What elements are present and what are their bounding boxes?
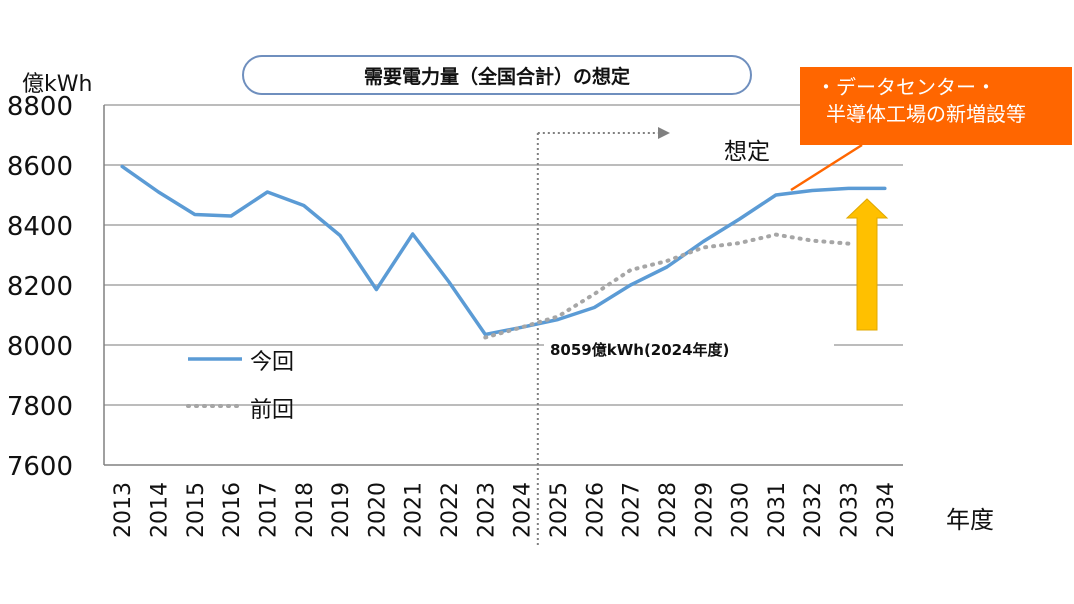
y-tick-label-8400: 8400 — [7, 212, 73, 242]
y-tick-label-7600: 7600 — [7, 452, 73, 482]
annotation-line-1: ・データセンター・ — [816, 75, 996, 99]
callout-2024: 8059億kWh(2024年度) — [544, 335, 834, 365]
chart-title: 需要電力量（全国合計）の想定 — [242, 55, 752, 95]
y-axis-unit: 億kWh — [22, 72, 93, 97]
x-tick-label-2026: 2026 — [583, 482, 608, 538]
x-tick-label-2032: 2032 — [801, 482, 826, 538]
x-tick-label-2019: 2019 — [329, 482, 354, 538]
x-tick-label-2021: 2021 — [402, 482, 427, 538]
x-tick-label-2020: 2020 — [365, 482, 390, 538]
annotation-box: ・データセンター・ 半導体工場の新増設等 — [800, 67, 1072, 145]
annotation-connector — [790, 143, 863, 192]
x-tick-label-2031: 2031 — [765, 482, 790, 538]
x-tick-label-2013: 2013 — [111, 482, 136, 538]
x-tick-label-2014: 2014 — [147, 482, 172, 538]
x-tick-label-2018: 2018 — [293, 482, 318, 538]
increase-arrow — [845, 198, 889, 331]
x-tick-label-2029: 2029 — [692, 482, 717, 538]
x-tick-label-2017: 2017 — [256, 482, 281, 538]
forecast-label: 想定 — [724, 139, 770, 165]
series-line-current — [120, 164, 887, 337]
x-tick-label-2030: 2030 — [729, 482, 754, 538]
y-tick-label-8200: 8200 — [7, 272, 73, 302]
y-tick-label-7800: 7800 — [7, 392, 73, 422]
forecast-arrow-head — [658, 127, 670, 139]
series-line-previous — [483, 232, 851, 340]
x-tick-label-2023: 2023 — [474, 482, 499, 538]
x-tick-label-2016: 2016 — [220, 482, 245, 538]
legend-label-current: 今回 — [250, 350, 295, 375]
annotation-line-2: 半導体工場の新増設等 — [826, 102, 1026, 126]
y-tick-label-8800: 8800 — [7, 92, 73, 122]
y-tick-label-8600: 8600 — [7, 152, 73, 182]
x-tick-label-2027: 2027 — [620, 482, 645, 538]
x-tick-label-2024: 2024 — [511, 482, 536, 538]
x-tick-label-2028: 2028 — [656, 482, 681, 538]
legend-label-previous: 前回 — [250, 398, 295, 423]
x-tick-label-2034: 2034 — [874, 482, 899, 538]
x-tick-label-2015: 2015 — [184, 482, 209, 538]
x-tick-label-2033: 2033 — [838, 482, 863, 538]
x-tick-label-2022: 2022 — [438, 482, 463, 538]
x-tick-label-2025: 2025 — [547, 482, 572, 538]
x-axis-label: 年度 — [946, 506, 994, 534]
y-tick-label-8000: 8000 — [7, 332, 73, 362]
